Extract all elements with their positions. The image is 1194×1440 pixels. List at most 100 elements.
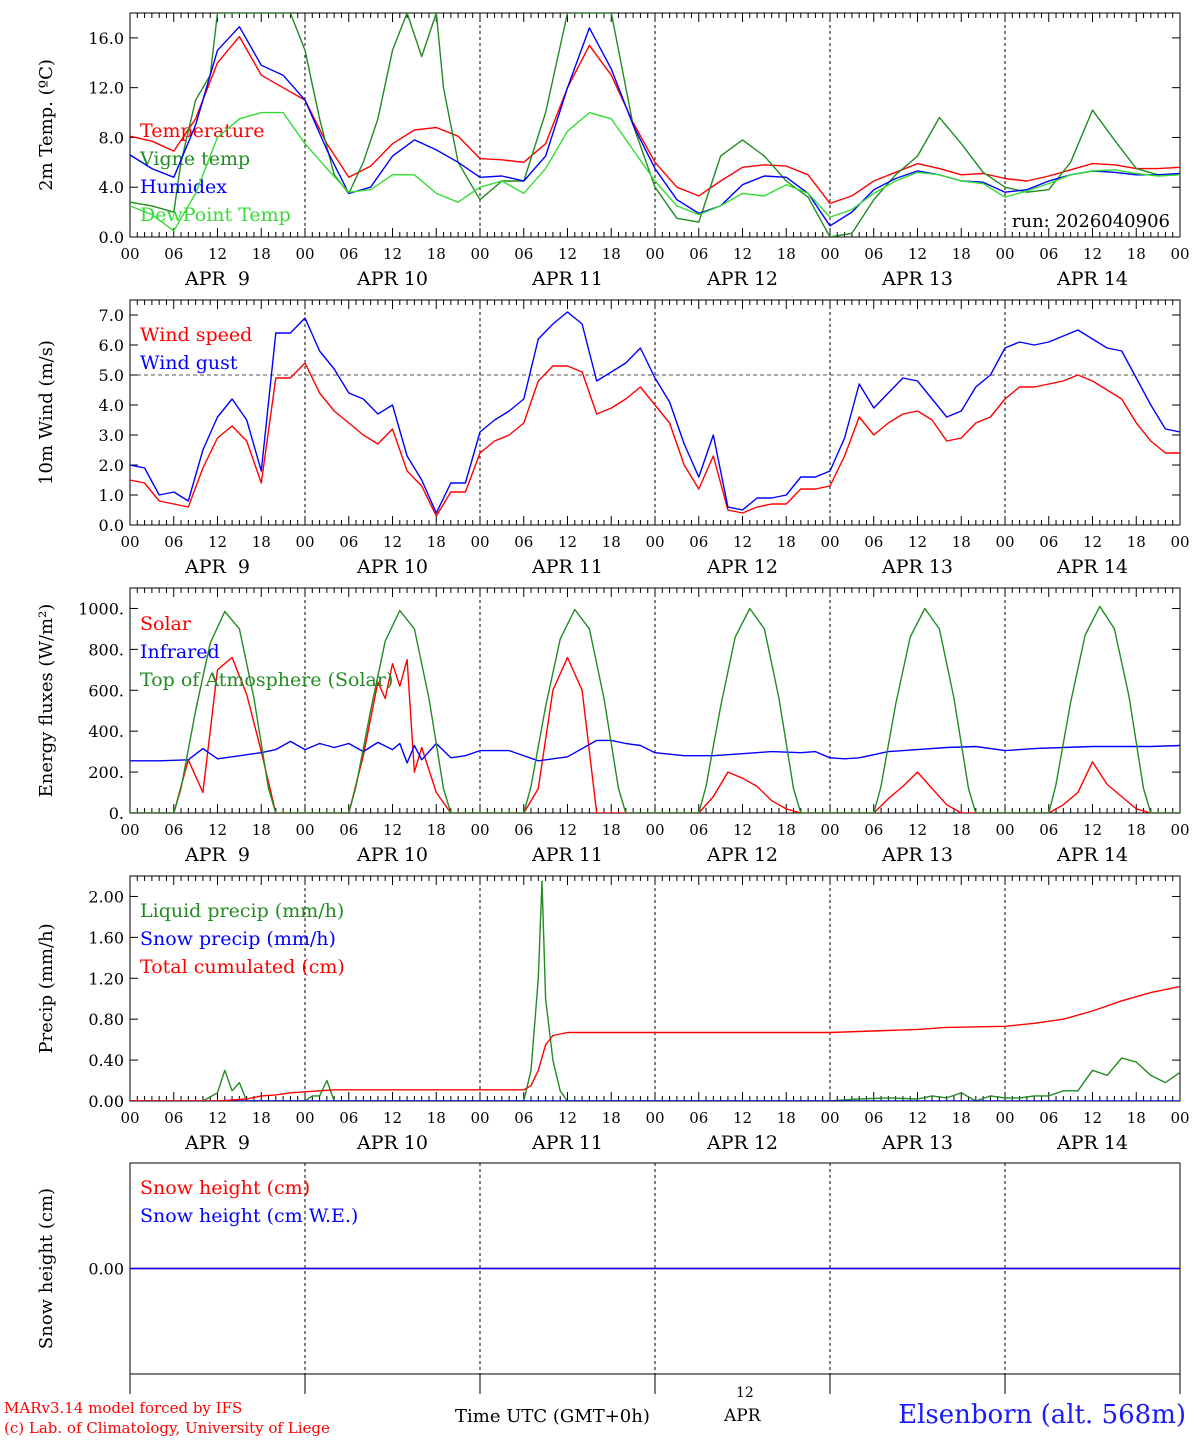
hour-tick-label: 00 [295,1109,314,1127]
day-label: APR 13 [881,1132,953,1154]
hour-tick-label: 00 [645,1109,664,1127]
hour-tick-label: 18 [1127,245,1146,263]
y-tick-label: 2.0 [99,456,124,475]
y-tick-label: 1.0 [99,486,124,505]
hour-tick-label: 12 [383,821,402,839]
day-label: APR 10 [356,844,428,866]
legend-entry: Snow height (cm) [140,1177,310,1199]
hour-tick-label: 06 [164,1109,183,1127]
hour-tick-label: 12 [208,1109,227,1127]
series-line-1 [130,880,1180,1101]
hour-tick-label: 00 [295,245,314,263]
hour-tick-label: 00 [645,821,664,839]
plot-frame [129,299,1181,526]
hour-tick-label: 12 [908,245,927,263]
y-tick-label: 0.0 [99,516,124,535]
y-tick-label: 3.0 [99,426,124,445]
day-label: APR 9 [184,556,250,578]
hour-tick-label: 06 [689,533,708,551]
y-tick-label: 4.0 [99,178,124,197]
hour-tick-label: 18 [777,821,796,839]
y-tick-label: 5.0 [99,366,124,385]
hour-tick-label: 06 [339,533,358,551]
y-tick-label: 1.60 [88,928,124,947]
hour-tick-label: 18 [427,533,446,551]
y-axis-label: Energy fluxes (W/m²) [36,604,57,798]
legend-entry: Temperature [140,120,264,142]
day-label: APR 13 [881,844,953,866]
series-line-3 [130,985,1180,1101]
hour-tick-label: 18 [952,821,971,839]
hour-tick-label: 06 [689,821,708,839]
hour-tick-label: 06 [689,245,708,263]
hour-tick-label: 00 [1170,1109,1189,1127]
hour-tick-label: 12 [558,821,577,839]
series-line-2 [130,13,1180,237]
hour-tick-label: 12 [908,533,927,551]
legend-entry: Wind speed [140,324,252,346]
day-label: APR 14 [1056,1132,1128,1154]
hour-tick-label: 00 [470,245,489,263]
hour-tick-label: 18 [252,245,271,263]
hour-tick-label: 18 [252,821,271,839]
day-label: APR 14 [1056,268,1128,290]
hour-tick-label: 12 [733,533,752,551]
panel-5: 0.00 Snow height (cm) Snow height (cm) Snow… [36,1162,1181,1394]
hour-tick-label: 12 [383,245,402,263]
hour-tick-label: 00 [820,1109,839,1127]
model-credit: MARv3.14 model forced by IFS [4,1399,243,1417]
hour-tick-label: 18 [252,1109,271,1127]
hour-tick-label: 12 [733,1109,752,1127]
hour-tick-label: 00 [470,821,489,839]
y-tick-label: 600. [88,681,124,700]
hour-tick-label: 12 [558,1109,577,1127]
footer-tick-hour: 12 [736,1385,754,1401]
hour-tick-label: 12 [733,245,752,263]
legend-entry: Infrared [140,641,220,663]
y-tick-label: 12.0 [88,79,124,98]
hour-tick-label: 00 [120,1109,139,1127]
hour-tick-label: 12 [558,533,577,551]
station-name: Elsenborn (alt. 568m) [898,1400,1186,1430]
series-line-1 [130,362,1180,517]
day-label: APR 12 [706,1132,778,1154]
hour-tick-label: 00 [995,1109,1014,1127]
hour-tick-label: 00 [995,245,1014,263]
panel-3: 00 06 12 18 00 06 12 18 00 06 12 18 00 06 12 18 00 06 12 18… [36,587,1190,866]
day-label: APR 13 [881,556,953,578]
time-axis-label: Time UTC (GMT+0h) [455,1406,650,1427]
hour-tick-label: 00 [295,821,314,839]
hour-tick-label: 12 [208,821,227,839]
hour-tick-label: 06 [1039,245,1058,263]
hour-tick-label: 06 [339,821,358,839]
series-line-4 [130,111,1180,232]
run-annotation: run: 2026040906 [1012,211,1170,232]
y-tick-label: 1000. [78,599,124,618]
day-label: APR 12 [706,268,778,290]
y-axis-label: Snow height (cm) [36,1188,57,1349]
legend-entry: Snow height (cm W.E.) [140,1205,358,1227]
day-label: APR 12 [706,844,778,866]
hour-tick-label: 06 [864,1109,883,1127]
y-tick-label: 0.0 [99,228,124,247]
hour-tick-label: 06 [514,533,533,551]
y-tick-label: 400. [88,722,124,741]
day-label: APR 11 [531,1132,603,1154]
day-label: APR 10 [356,268,428,290]
hour-tick-label: 06 [164,533,183,551]
day-label: APR 10 [356,556,428,578]
hour-tick-label: 12 [1083,1109,1102,1127]
plot-frame [129,587,1181,814]
y-tick-label: 800. [88,640,124,659]
hour-tick-label: 18 [602,245,621,263]
hour-tick-label: 18 [777,1109,796,1127]
y-tick-label: 2.00 [88,887,124,906]
hour-tick-label: 06 [689,1109,708,1127]
hour-tick-label: 18 [602,533,621,551]
hour-tick-label: 00 [295,533,314,551]
hour-tick-label: 00 [820,245,839,263]
hour-tick-label: 12 [1083,821,1102,839]
hour-tick-label: 18 [427,1109,446,1127]
hour-tick-label: 18 [602,821,621,839]
day-label: APR 12 [706,556,778,578]
